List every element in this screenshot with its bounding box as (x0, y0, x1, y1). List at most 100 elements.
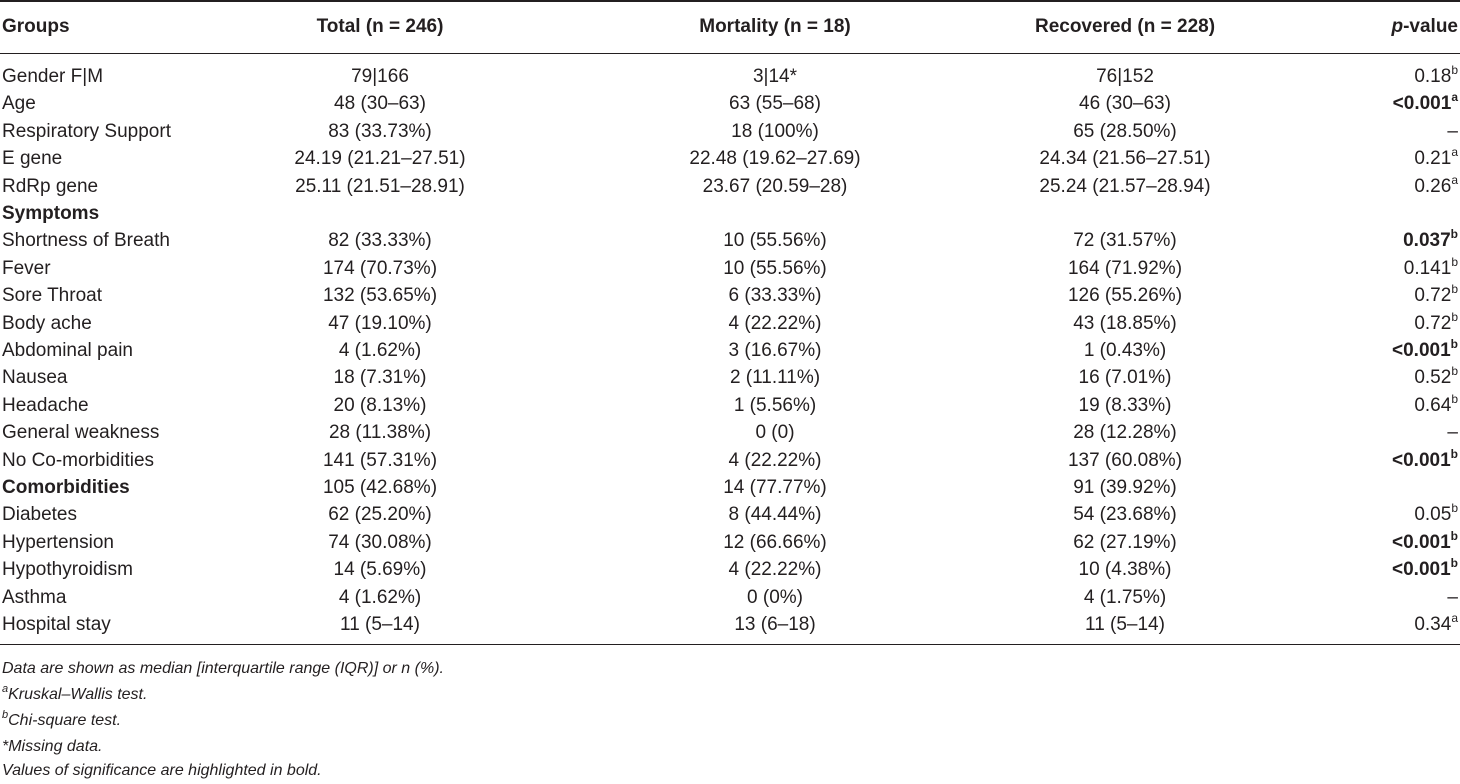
pvalue-text: 0.26 (1414, 175, 1452, 197)
cell-mortality (625, 200, 925, 227)
cell-pvalue: 0.141b (1404, 255, 1458, 282)
cell-mortality: 0 (0) (755, 422, 795, 444)
cell-total: 79|166 (351, 66, 409, 87)
cell-recovered: 76|152 (1096, 66, 1154, 87)
cell-group-label: Age (2, 93, 36, 115)
cell-mortality: 3|14* (752, 66, 798, 87)
cell-mortality: 6 (33.33%) (728, 285, 822, 307)
cell-group-label: Hypertension (2, 531, 114, 553)
cell-recovered: 10 (4.38%) (1078, 559, 1172, 581)
cell-recovered (975, 200, 1275, 227)
pvalue-test-mark: b (1450, 556, 1458, 571)
table-top-rule (0, 0, 1460, 2)
pvalue-test-mark: b (1451, 309, 1458, 324)
cell-total: 25.11 (21.51–28.91) (295, 175, 465, 197)
pvalue-text: <0.001 (1392, 449, 1451, 471)
table-row: RdRp gene 25.11 (21.51–28.91) 23.67 (20.59… (0, 173, 1460, 200)
table-row: Respiratory Support 83 (33.73%) 18 (100%) 6… (0, 118, 1460, 145)
footnote-chisquare: bChi-square test. (2, 709, 121, 733)
cell-recovered: 16 (7.01%) (1078, 367, 1172, 389)
cell-pvalue: <0.001b (1392, 556, 1458, 583)
table-row: Shortness of Breath 82 (33.33%) 10 (55.56%… (0, 227, 1460, 254)
pvalue-test-mark: b (1450, 337, 1458, 351)
pvalue-test-mark: b (1451, 391, 1458, 406)
footnote-chisquare-mark: b (2, 709, 9, 721)
table-row: Gender F|M 79|166 3|14* 76|152 0.18b (0, 63, 1460, 90)
cell-recovered: 4 (1.75%) (1083, 586, 1167, 608)
cell-recovered: 43 (18.85%) (1073, 312, 1177, 334)
cell-pvalue: 0.72b (1414, 310, 1458, 337)
table-row: Hypothyroidism 14 (5.69%) 4 (22.22%) 10 (4.… (0, 556, 1460, 583)
table-row: Asthma 4 (1.62%) 0 (0%) 4 (1.75%) – (0, 584, 1460, 611)
cell-group-label: Body ache (2, 312, 92, 334)
pvalue-text: <0.001 (1392, 531, 1451, 553)
footnote-kruskal: aKruskal–Wallis test. (2, 683, 147, 707)
cell-recovered: 65 (28.50%) (1073, 120, 1177, 142)
cell-pvalue: 0.34a (1414, 611, 1458, 638)
cell-group-label: Headache (2, 394, 89, 416)
header-rule (0, 53, 1460, 54)
cell-total: 28 (11.38%) (328, 422, 432, 444)
pvalue-text: 0.64 (1414, 394, 1452, 416)
table-row: Hypertension 74 (30.08%) 12 (66.66%) 62 (27… (0, 529, 1460, 556)
cell-total: 174 (70.73%) (322, 257, 438, 279)
cell-total: 105 (42.68%) (322, 477, 438, 498)
footnote-kruskal-text: Kruskal–Wallis test. (8, 686, 148, 703)
cell-pvalue: <0.001b (1392, 337, 1458, 364)
pvalue-text: 0.72 (1414, 285, 1452, 307)
cell-mortality: 12 (66.66%) (723, 531, 827, 553)
pvalue-text: 0.141 (1403, 257, 1452, 279)
cell-total: 4 (1.62%) (338, 340, 422, 361)
table-row: Body ache 47 (19.10%) 4 (22.22%) 43 (18.85%… (0, 310, 1460, 337)
cell-pvalue: 0.037b (1403, 227, 1458, 254)
pvalue-text: – (1447, 586, 1458, 608)
cell-recovered: 11 (5–14) (1085, 614, 1165, 635)
cell-total: 141 (57.31%) (322, 449, 438, 471)
pvalue-text: 0.34 (1414, 614, 1452, 635)
cell-group-label: Gender F|M (2, 66, 104, 87)
pvalue-text: 0.18 (1414, 66, 1452, 87)
cell-total: 132 (53.65%) (322, 285, 438, 307)
pvalue-test-mark: b (1451, 501, 1458, 516)
pvalue-test-mark: b (1451, 254, 1458, 269)
cell-pvalue: – (1447, 118, 1458, 145)
cell-mortality: 4 (22.22%) (728, 559, 822, 581)
cell-total: 48 (30–63) (334, 93, 426, 115)
pvalue-text: <0.001 (1392, 559, 1451, 581)
pvalue-test-mark: b (1450, 528, 1458, 543)
cell-group-label: Shortness of Breath (2, 230, 170, 252)
cell-mortality: 10 (55.56%) (723, 257, 827, 279)
cell-total: 47 (19.10%) (328, 312, 432, 334)
cell-mortality: 4 (22.22%) (728, 449, 822, 471)
cell-mortality: 23.67 (20.59–28) (702, 175, 848, 197)
table-row: Sore Throat 132 (53.65%) 6 (33.33%) 126 (55… (0, 282, 1460, 309)
cell-total: 74 (30.08%) (328, 531, 432, 553)
footnote-chisquare-text: Chi-square test. (8, 712, 122, 729)
cell-mortality: 3 (16.67%) (728, 340, 822, 361)
cell-recovered: 126 (55.26%) (1067, 285, 1183, 307)
header-pvalue-rest: -value (1403, 16, 1458, 37)
cell-total: 82 (33.33%) (328, 230, 432, 252)
cell-total: 83 (33.73%) (328, 120, 432, 142)
pvalue-text: 0.21 (1414, 148, 1452, 170)
cell-recovered: 1 (0.43%) (1083, 340, 1167, 361)
table-row: Abdominal pain 4 (1.62%) 3 (16.67%) 1 (0.43… (0, 337, 1460, 364)
cell-group-label: Fever (2, 257, 51, 279)
cell-group-label: E gene (2, 148, 63, 170)
cell-pvalue: <0.001b (1392, 529, 1458, 556)
cell-mortality: 10 (55.56%) (723, 230, 827, 252)
cell-total: 18 (7.31%) (333, 367, 427, 389)
pvalue-text: 0.037 (1403, 230, 1451, 252)
pvalue-test-mark: a (1451, 172, 1458, 187)
pvalue-test-mark: a (1451, 611, 1458, 625)
cell-group-label: No Co-morbidities (2, 449, 155, 471)
table-row: Diabetes 62 (25.20%) 8 (44.44%) 54 (23.68%)… (0, 501, 1460, 528)
cell-pvalue: 0.18b (1414, 63, 1458, 90)
header-groups: Groups (2, 16, 70, 37)
cell-group-label: Diabetes (2, 504, 77, 526)
cell-total: 11 (5–14) (340, 614, 420, 635)
cell-mortality: 13 (6–18) (734, 614, 816, 635)
cell-total: 24.19 (21.21–27.51) (294, 148, 466, 170)
cell-pvalue: – (1447, 584, 1458, 611)
header-pvalue-italic: p (1391, 16, 1404, 37)
